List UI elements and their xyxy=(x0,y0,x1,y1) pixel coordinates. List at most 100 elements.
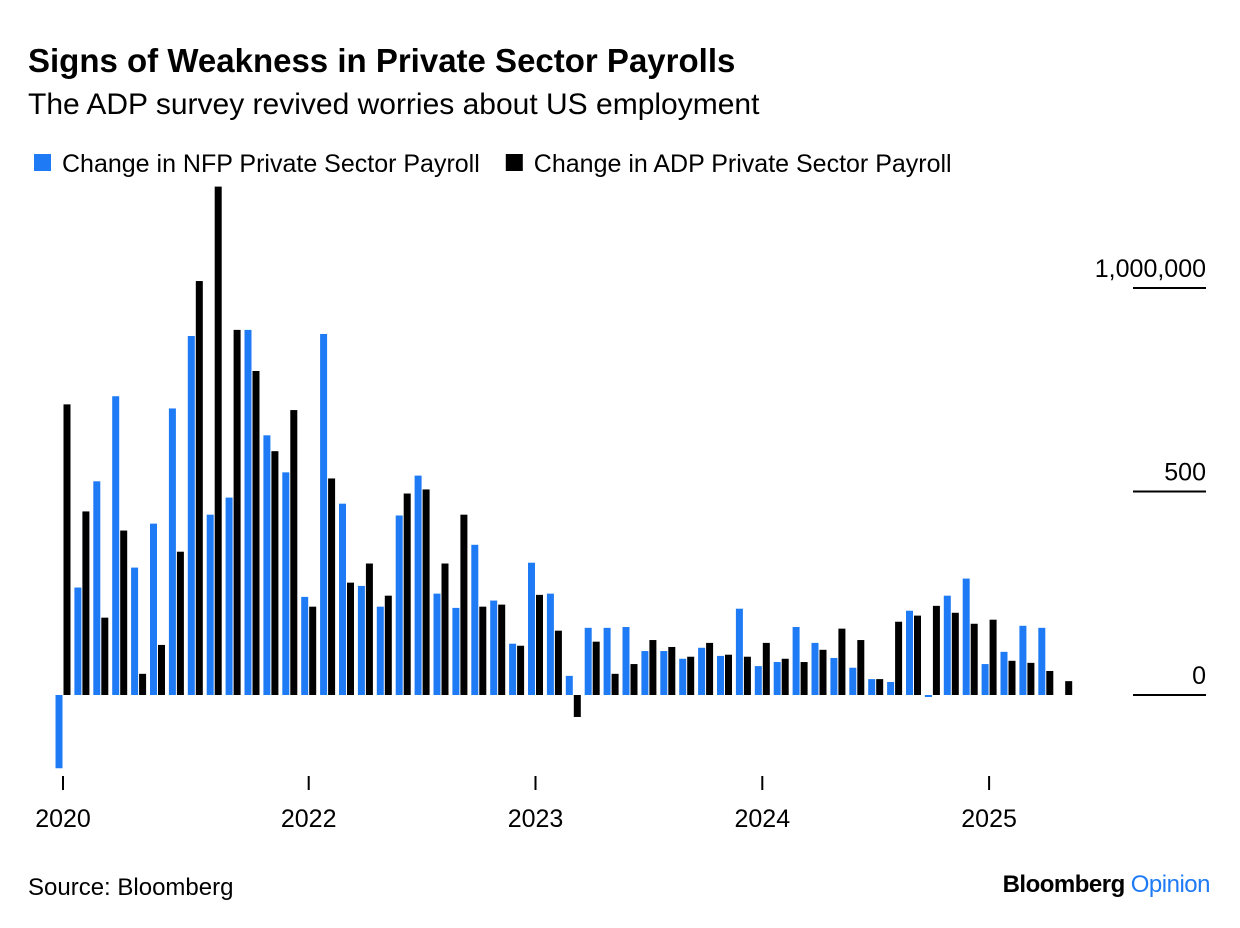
bar xyxy=(868,679,876,695)
y-tick-label: 1,000,000 xyxy=(1095,255,1206,283)
bar xyxy=(914,615,921,695)
bar xyxy=(584,627,592,695)
bar xyxy=(158,644,165,695)
legend-label: Change in NFP Private Sector Payroll xyxy=(62,150,480,178)
x-tick-label: 2020 xyxy=(35,805,91,833)
bar xyxy=(271,451,279,695)
bar xyxy=(395,515,403,695)
bar xyxy=(546,593,554,695)
bar xyxy=(989,619,997,695)
bar xyxy=(641,651,649,695)
bar xyxy=(187,335,195,695)
bar xyxy=(857,640,865,695)
bar xyxy=(176,551,184,695)
bar xyxy=(376,606,384,695)
bar xyxy=(830,657,838,695)
bar xyxy=(932,605,940,695)
bar xyxy=(717,655,724,695)
bar xyxy=(433,593,441,695)
credit: Bloomberg Opinion xyxy=(1003,871,1210,898)
bar xyxy=(981,664,989,695)
bar xyxy=(962,578,970,695)
bar xyxy=(849,667,857,695)
credit-section: Opinion xyxy=(1131,871,1210,898)
bar xyxy=(112,396,120,695)
bar xyxy=(792,627,800,695)
bar xyxy=(93,481,101,695)
x-tick-label: 2022 xyxy=(281,805,337,833)
bar xyxy=(573,694,581,717)
bar xyxy=(687,656,695,695)
chart-title: Signs of Weakness in Private Sector Payr… xyxy=(28,42,735,79)
bar xyxy=(422,489,430,695)
chart-subtitle: The ADP survey revived worries about US … xyxy=(28,88,760,121)
bar xyxy=(1019,625,1027,695)
legend-swatch xyxy=(505,154,523,171)
bar xyxy=(887,681,895,695)
bar xyxy=(668,646,676,695)
bar xyxy=(819,649,827,695)
bar xyxy=(252,370,260,695)
bar xyxy=(630,664,638,695)
bar xyxy=(498,604,506,695)
bar xyxy=(309,606,317,695)
bar xyxy=(565,675,573,695)
bar xyxy=(131,567,139,695)
bar xyxy=(74,587,82,695)
bar xyxy=(536,594,543,695)
bar xyxy=(244,329,252,695)
bar xyxy=(895,621,903,695)
bar xyxy=(725,654,732,695)
bar xyxy=(773,662,781,695)
bar xyxy=(906,610,913,695)
bar xyxy=(82,511,90,695)
x-tick-label: 2023 xyxy=(508,805,564,833)
bar xyxy=(225,497,233,695)
bar xyxy=(754,666,762,695)
bar xyxy=(357,585,365,695)
bar xyxy=(592,641,600,695)
bar xyxy=(320,333,328,695)
bar xyxy=(1038,627,1046,695)
bar xyxy=(441,563,449,695)
bar xyxy=(698,647,706,695)
bar xyxy=(195,281,203,695)
bar xyxy=(679,658,687,695)
x-tick-label: 2024 xyxy=(734,805,790,833)
y-tick-label: 500 xyxy=(1164,458,1206,486)
bar xyxy=(611,673,619,695)
bar xyxy=(403,493,411,695)
bar xyxy=(1027,662,1035,695)
bar xyxy=(365,563,373,695)
bar xyxy=(1000,651,1008,695)
bar xyxy=(970,623,978,695)
y-tick-label: 0 xyxy=(1192,662,1206,690)
bar xyxy=(63,404,71,695)
bar xyxy=(1008,660,1016,695)
bar xyxy=(762,642,770,695)
bar xyxy=(517,645,525,695)
bar xyxy=(101,617,109,695)
bar xyxy=(120,530,128,695)
bar xyxy=(347,582,354,695)
bar xyxy=(781,658,789,695)
bar xyxy=(384,595,392,695)
bar xyxy=(876,679,884,695)
bar xyxy=(339,503,346,695)
bar xyxy=(263,435,271,695)
credit-brand: Bloomberg xyxy=(1003,871,1125,898)
bar xyxy=(490,600,498,695)
bar xyxy=(706,642,714,695)
bar xyxy=(924,694,932,698)
x-tick-label: 2025 xyxy=(961,805,1017,833)
bar xyxy=(139,673,147,695)
bar xyxy=(649,640,657,695)
bar xyxy=(328,478,336,695)
legend-swatch xyxy=(34,154,51,171)
bar xyxy=(452,607,460,695)
bar xyxy=(414,475,422,695)
bar xyxy=(622,627,630,695)
bar xyxy=(290,410,298,695)
bar xyxy=(206,514,214,695)
